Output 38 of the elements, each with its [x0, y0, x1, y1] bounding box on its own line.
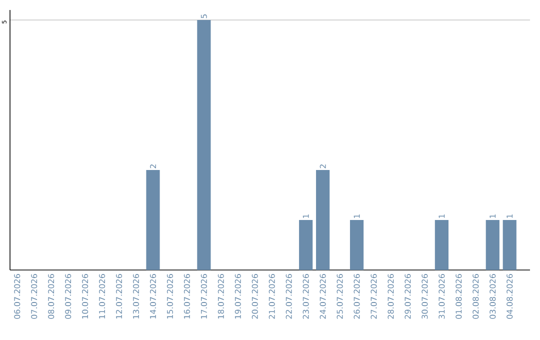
x-tick-label: 23.07.2026: [302, 274, 309, 319]
x-tick-label: 21.07.2026: [268, 274, 275, 319]
x-tick-label: 12.07.2026: [116, 274, 122, 318]
x-tick-label: 28.07.2026: [388, 274, 394, 319]
x-tick-label: 07.07.2026: [31, 274, 38, 319]
x-tick-label: 11.07.2026: [99, 274, 106, 318]
data-label: 1: [438, 214, 445, 218]
x-tick-label: 31.07.2026: [438, 274, 445, 319]
x-tick-label: 27.07.2026: [370, 274, 377, 319]
x-tick-label: 10.07.2026: [82, 274, 88, 318]
data-label: 2: [320, 164, 326, 168]
x-tick-label: 13.07.2026: [132, 274, 140, 318]
data-label: 5: [200, 14, 207, 18]
x-tick-label: 03.08.2026: [490, 274, 496, 319]
x-tick-label: 18.07.2026: [218, 274, 224, 318]
data-label: 2: [150, 164, 156, 168]
x-tick-label: 06.07.2026: [14, 274, 20, 319]
x-tick-label: 17.07.2026: [200, 274, 207, 318]
x-tick-label: 30.07.2026: [422, 274, 428, 319]
x-tick-label: 09.07.2026: [65, 274, 72, 319]
x-tick-label: 15.07.2026: [166, 274, 173, 318]
x-tick-label: 29.07.2026: [404, 274, 411, 319]
data-label: 1: [302, 214, 309, 218]
x-tick-label: 08.07.2026: [48, 274, 54, 319]
x-tick-label: 14.07.2026: [150, 274, 156, 318]
x-tick-label: 02.08.2026: [472, 274, 479, 319]
data-label: 1: [490, 214, 496, 218]
x-tick-label: 25.07.2026: [336, 274, 343, 319]
x-tick-label: 19.07.2026: [234, 274, 241, 318]
x-tick-label: 01.08.2026: [456, 274, 462, 319]
x-tick-label: 22.07.2026: [286, 274, 292, 319]
x-tick-label: 04.08.2026: [506, 274, 513, 319]
x-tick-label: 24.07.2026: [320, 274, 326, 319]
data-label: 1: [506, 214, 513, 218]
data-label: 1: [354, 214, 360, 218]
x-tick-label: 26.07.2026: [354, 274, 360, 319]
x-tick-label: 16.07.2026: [184, 274, 190, 318]
x-tick-label: 20.07.2026: [252, 274, 258, 319]
